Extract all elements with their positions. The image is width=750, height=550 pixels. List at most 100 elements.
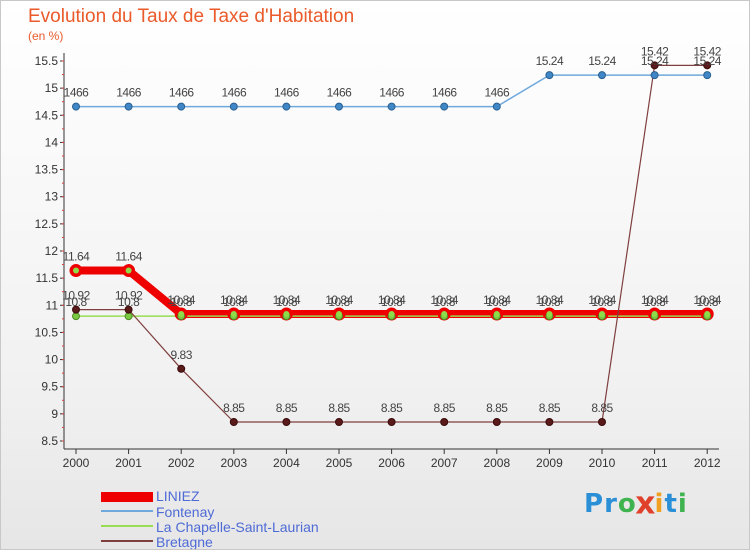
logo-letter: x xyxy=(634,486,657,522)
data-label: 10.8 xyxy=(65,295,87,309)
x-tick-label: 2000 xyxy=(63,456,90,470)
chart-title: Evolution du Taux de Taxe d'Habitation xyxy=(28,6,355,27)
axes: 8.5 9 9.5 10 10.5 11 11.5 12 12.5 13 13.5 14 14.5 15 1… xyxy=(35,53,721,470)
logo-letter: r xyxy=(604,489,618,519)
data-label: 8.85 xyxy=(223,401,245,415)
y-tick-label: 10 xyxy=(45,353,59,367)
data-label: 8.85 xyxy=(591,401,613,415)
y-tick-label: 8.5 xyxy=(41,434,58,448)
data-label: 10.84 xyxy=(588,293,616,307)
data-point xyxy=(124,305,133,314)
data-label: 1466 xyxy=(327,86,353,100)
legend-label-fontenay: Fontenay xyxy=(156,504,215,520)
data-label: 8.85 xyxy=(328,401,350,415)
logo-letter: t xyxy=(664,489,678,519)
data-point xyxy=(493,310,500,317)
data-point xyxy=(177,364,186,373)
data-label: 10.84 xyxy=(273,293,301,307)
data-label: 10.8 xyxy=(328,295,350,309)
data-point xyxy=(282,102,291,111)
data-label: 1466 xyxy=(484,86,510,100)
data-label: 10.8 xyxy=(697,295,719,309)
data-point xyxy=(704,310,711,317)
x-tick-label: 2011 xyxy=(642,456,668,470)
x-tick-label: 2009 xyxy=(536,456,563,470)
data-point xyxy=(178,310,185,317)
y-tick-label: 15.5 xyxy=(35,54,59,68)
data-point xyxy=(388,310,395,317)
data-label: 10.92 xyxy=(115,289,143,303)
data-label: 10.84 xyxy=(641,293,669,307)
data-point xyxy=(650,71,659,80)
x-tick-label: 2008 xyxy=(483,456,510,470)
data-point xyxy=(650,61,659,70)
data-label: 10.84 xyxy=(693,293,721,307)
data-point xyxy=(72,305,80,314)
data-label: 10.8 xyxy=(223,295,245,309)
chart-unit: (en %) xyxy=(28,29,64,43)
data-label: 8.85 xyxy=(381,401,403,415)
data-label: 1466 xyxy=(274,86,300,100)
data-point xyxy=(598,418,606,426)
data-label: 10.8 xyxy=(591,295,613,309)
y-tick-label: 10.5 xyxy=(35,325,59,339)
y-tick-label: 12.5 xyxy=(35,217,59,231)
data-point xyxy=(492,102,501,111)
logo-letter: P xyxy=(584,489,605,519)
series-points xyxy=(69,61,714,426)
data-label: 15.24 xyxy=(693,54,721,68)
legend-swatch-la-chapelle xyxy=(101,525,153,527)
data-point xyxy=(72,312,80,321)
data-label: 15.24 xyxy=(588,54,616,68)
data-label: 15.24 xyxy=(536,54,564,68)
data-label: 10.92 xyxy=(62,289,90,303)
x-tick-label: 2005 xyxy=(326,456,353,470)
data-label: 10.8 xyxy=(118,295,140,309)
data-point xyxy=(387,418,396,426)
data-point xyxy=(229,102,238,111)
data-point xyxy=(492,418,501,426)
data-label: 11.64 xyxy=(115,250,142,264)
x-tick-label: 2001 xyxy=(115,456,142,470)
x-tick-label: 2003 xyxy=(220,456,247,470)
data-point xyxy=(703,61,712,70)
data-point xyxy=(229,418,238,426)
series-line-3 xyxy=(76,64,708,423)
data-point xyxy=(545,71,554,80)
data-label: 11.64 xyxy=(63,250,90,264)
series-lines xyxy=(76,64,708,423)
data-point xyxy=(335,102,343,111)
data-label: 1466 xyxy=(221,86,247,100)
data-label: 8.85 xyxy=(486,401,508,415)
proxiti-logo: Proxiti xyxy=(584,486,688,522)
logo-letter: i xyxy=(677,489,688,519)
legend-label-liniez: LINIEZ xyxy=(156,488,200,504)
data-label: 9.83 xyxy=(171,348,193,362)
y-tick-label: 11 xyxy=(46,298,59,312)
x-tick-label: 2012 xyxy=(694,456,721,470)
data-labels: 11.64 11.64 10.84 10.84 10.84 10.84 10.84 10.84… xyxy=(62,44,722,415)
data-label: 10.8 xyxy=(434,295,456,309)
data-label: 8.85 xyxy=(276,401,298,415)
y-tick-label: 9.5 xyxy=(41,380,58,394)
y-tick-label: 13 xyxy=(45,190,59,204)
logo-letter: i xyxy=(654,489,665,519)
legend-label-la-chapelle: La Chapelle-Saint-Laurian xyxy=(156,519,319,535)
data-point xyxy=(651,310,658,317)
data-label: 15.24 xyxy=(641,54,669,68)
data-point xyxy=(599,310,605,317)
data-point xyxy=(282,418,291,426)
data-point xyxy=(335,418,343,426)
data-label: 8.85 xyxy=(434,401,456,415)
data-label: 15.42 xyxy=(641,44,669,58)
data-point xyxy=(124,312,133,321)
y-tick-label: 11.5 xyxy=(36,271,59,285)
data-label: 1466 xyxy=(432,86,458,100)
data-label: 10.84 xyxy=(378,293,406,307)
x-tick-label: 2010 xyxy=(589,456,616,470)
data-label: 10.8 xyxy=(539,295,561,309)
legend-swatch-liniez xyxy=(101,492,153,502)
y-tick-label: 14.5 xyxy=(35,108,59,122)
y-tick-label: 9 xyxy=(51,407,58,421)
